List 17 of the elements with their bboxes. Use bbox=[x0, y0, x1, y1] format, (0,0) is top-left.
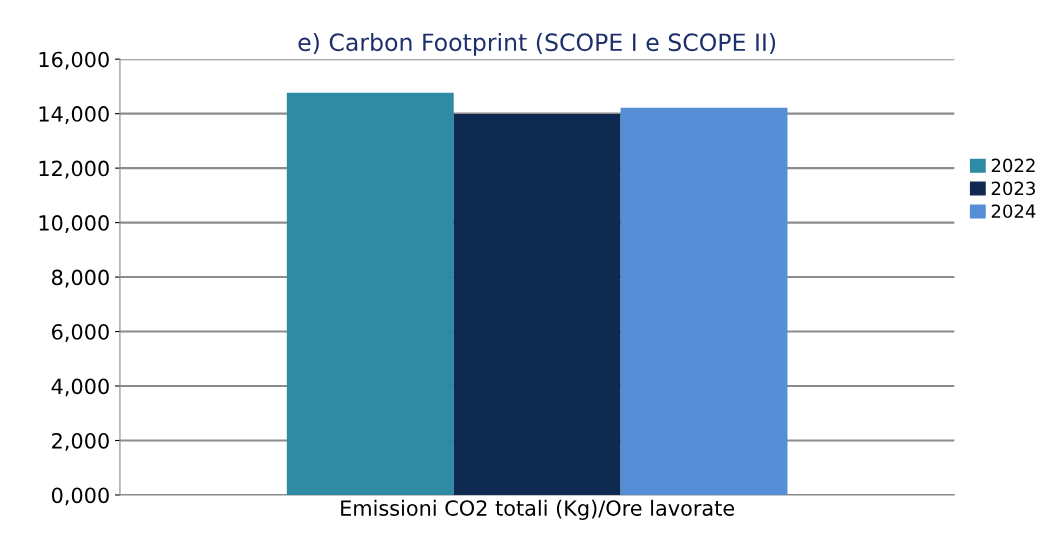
y-tick-label: 12,000 bbox=[39, 160, 109, 179]
y-tick-label: 8,000 bbox=[51, 269, 109, 288]
y-tick-label: 14,000 bbox=[39, 106, 109, 124]
legend-label: 2024 bbox=[991, 204, 1036, 219]
bar bbox=[453, 113, 621, 495]
chart-title: e) Carbon Footprint (SCOPE I e SCOPE II) bbox=[298, 32, 776, 56]
y-tick-label: 4,000 bbox=[51, 378, 109, 397]
y-tick-label: 6,000 bbox=[52, 324, 109, 342]
y-tick-label: 0,000 bbox=[51, 487, 109, 506]
legend-label: 2022 bbox=[991, 158, 1035, 173]
legend-label: 2023 bbox=[991, 181, 1035, 196]
bar bbox=[286, 92, 454, 495]
y-tick-label: 16,000 bbox=[39, 51, 109, 70]
y-tick-label: 2,000 bbox=[52, 432, 109, 451]
y-tick-label: 10,000 bbox=[39, 215, 109, 233]
x-tick-label: Emissioni CO2 totali (Kg)/Ore lavorate bbox=[341, 499, 735, 520]
bar bbox=[620, 107, 788, 495]
